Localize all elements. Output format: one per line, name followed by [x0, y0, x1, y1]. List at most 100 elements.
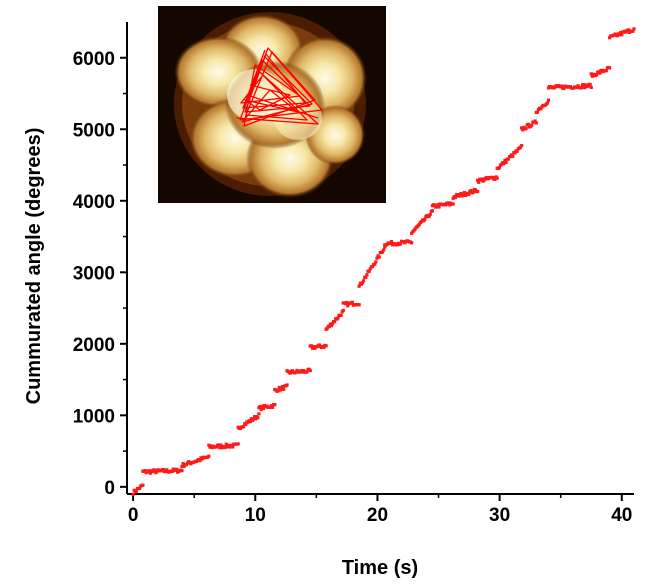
data-point [511, 154, 515, 158]
data-point [524, 126, 528, 131]
data-point [281, 385, 285, 389]
data-point [413, 227, 417, 231]
y-tick-label: 4000 [73, 192, 115, 213]
data-point [350, 300, 354, 304]
data-point [231, 445, 235, 449]
data-point [357, 284, 361, 288]
y-tick-label: 3000 [73, 263, 115, 284]
x-tick-label: 40 [611, 505, 632, 526]
data-point [546, 98, 551, 102]
data-point [147, 469, 151, 473]
y-tick-label: 0 [104, 478, 115, 499]
data-point [428, 212, 432, 216]
data-point [148, 471, 153, 475]
data-point [269, 404, 274, 408]
data-point [377, 255, 381, 259]
data-point [336, 316, 340, 320]
data-point [480, 177, 484, 181]
x-tick-label: 30 [489, 505, 510, 526]
data-point [198, 459, 202, 463]
data-point [427, 214, 431, 219]
data-points [131, 27, 636, 496]
x-tick-label: 0 [128, 505, 139, 526]
data-point [181, 461, 185, 466]
data-point [143, 469, 147, 473]
data-point [476, 189, 480, 194]
data-point [294, 370, 298, 374]
data-point [575, 85, 579, 90]
data-point [576, 84, 580, 88]
data-point [598, 71, 602, 75]
data-point [273, 403, 277, 407]
data-point [607, 36, 612, 40]
data-point [380, 250, 385, 254]
data-point [476, 178, 480, 182]
data-point [324, 344, 328, 348]
data-point [515, 149, 519, 153]
data-point [138, 486, 142, 491]
data-point [383, 245, 387, 249]
data-point [258, 404, 262, 409]
data-point [170, 469, 174, 474]
data-point [345, 300, 349, 305]
data-point [388, 241, 392, 246]
data-point [504, 160, 508, 164]
data-point [310, 346, 315, 350]
data-point [260, 404, 264, 408]
data-point [560, 84, 564, 88]
data-point [207, 443, 211, 447]
data-point [518, 145, 523, 149]
y-tick-label: 6000 [73, 49, 115, 70]
data-point [469, 188, 473, 193]
data-point [236, 442, 240, 446]
data-point [539, 107, 543, 111]
data-point [333, 320, 337, 324]
y-tick-label: 2000 [73, 335, 115, 356]
data-point [477, 180, 481, 184]
data-point [207, 454, 211, 458]
data-point [513, 151, 517, 155]
data-point [451, 202, 455, 206]
data-point [261, 406, 266, 411]
data-point [389, 239, 394, 244]
x-tick-label: 10 [245, 505, 266, 526]
data-point [502, 162, 506, 166]
data-point [503, 158, 507, 162]
data-point [382, 248, 386, 252]
data-point [615, 34, 619, 38]
data-point [288, 371, 292, 375]
data-point [459, 191, 463, 196]
data-point [375, 256, 379, 260]
y-ticks: 0 1000 2000 3000 4000 5000 6000 [73, 49, 127, 499]
data-point [180, 464, 184, 469]
data-point [164, 469, 168, 474]
data-point [520, 126, 524, 130]
data-point [218, 446, 222, 450]
data-point [368, 267, 372, 271]
data-point [276, 389, 280, 393]
data-point [361, 279, 366, 283]
data-point [341, 308, 345, 313]
data-point [249, 417, 253, 421]
data-point [374, 260, 378, 264]
data-point [530, 123, 534, 127]
data-point [226, 443, 230, 447]
data-point [305, 370, 309, 374]
data-point [589, 72, 593, 76]
data-point [417, 222, 421, 226]
data-point [461, 193, 465, 197]
data-point [493, 177, 497, 181]
data-point [217, 443, 221, 447]
inset-heatmap [174, 12, 367, 198]
data-point [327, 325, 331, 329]
data-point [308, 368, 312, 373]
data-point [430, 209, 435, 213]
data-point [495, 176, 499, 180]
data-point [443, 203, 448, 207]
data-point [282, 387, 286, 391]
data-point [595, 73, 599, 77]
data-point [224, 442, 228, 446]
data-point [398, 242, 403, 246]
data-point [545, 101, 549, 105]
